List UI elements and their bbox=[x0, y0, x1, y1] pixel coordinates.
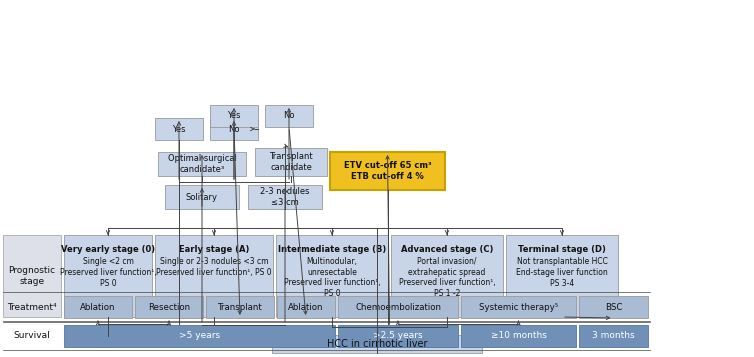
FancyBboxPatch shape bbox=[206, 296, 274, 318]
FancyBboxPatch shape bbox=[461, 325, 576, 347]
FancyBboxPatch shape bbox=[64, 235, 152, 317]
Text: Resection: Resection bbox=[148, 302, 190, 312]
Text: Ablation: Ablation bbox=[288, 302, 323, 312]
Text: Transplant
candidate: Transplant candidate bbox=[269, 152, 313, 172]
Text: Single <2 cm
Preserved liver function¹,
PS 0: Single <2 cm Preserved liver function¹, … bbox=[60, 257, 156, 287]
Text: Early stage (A): Early stage (A) bbox=[179, 245, 249, 254]
FancyBboxPatch shape bbox=[165, 185, 239, 209]
FancyBboxPatch shape bbox=[506, 235, 618, 317]
Text: Very early stage (0): Very early stage (0) bbox=[61, 245, 155, 254]
Text: Chemoembolization: Chemoembolization bbox=[355, 302, 441, 312]
Text: Ablation: Ablation bbox=[80, 302, 116, 312]
FancyBboxPatch shape bbox=[579, 296, 648, 318]
FancyBboxPatch shape bbox=[64, 296, 132, 318]
FancyBboxPatch shape bbox=[158, 152, 246, 176]
Text: No: No bbox=[228, 125, 240, 134]
Text: Portal invasion/
extrahepatic spread
Preserved liver function¹,
PS 1 -2: Portal invasion/ extrahepatic spread Pre… bbox=[399, 257, 495, 298]
FancyBboxPatch shape bbox=[155, 118, 203, 140]
FancyBboxPatch shape bbox=[276, 235, 388, 317]
FancyBboxPatch shape bbox=[272, 335, 482, 353]
Text: Prognostic
stage: Prognostic stage bbox=[8, 266, 56, 286]
FancyBboxPatch shape bbox=[338, 296, 458, 318]
FancyBboxPatch shape bbox=[461, 296, 576, 318]
Text: No: No bbox=[284, 111, 295, 121]
FancyBboxPatch shape bbox=[155, 235, 273, 317]
FancyBboxPatch shape bbox=[391, 235, 503, 317]
Text: >5 years: >5 years bbox=[179, 332, 220, 341]
Text: 3 months: 3 months bbox=[592, 332, 635, 341]
FancyBboxPatch shape bbox=[265, 105, 313, 127]
FancyBboxPatch shape bbox=[210, 105, 258, 127]
FancyBboxPatch shape bbox=[330, 152, 445, 190]
Text: Intermediate stage (B): Intermediate stage (B) bbox=[278, 245, 386, 254]
Text: Survival: Survival bbox=[14, 332, 51, 341]
Text: Not transplantable HCC
End-stage liver function
PS 3-4: Not transplantable HCC End-stage liver f… bbox=[516, 257, 608, 287]
FancyBboxPatch shape bbox=[338, 325, 458, 347]
Text: >2.5 years: >2.5 years bbox=[373, 332, 423, 341]
Text: 2-3 nodules
≤3 cm: 2-3 nodules ≤3 cm bbox=[260, 187, 310, 207]
FancyBboxPatch shape bbox=[135, 296, 203, 318]
Text: Treatment⁴: Treatment⁴ bbox=[8, 302, 57, 312]
FancyBboxPatch shape bbox=[255, 148, 327, 176]
Text: BSC: BSC bbox=[605, 302, 622, 312]
Text: Systemic therapy⁵: Systemic therapy⁵ bbox=[479, 302, 558, 312]
Text: ETV cut-off 65 cm³
ETB cut-off 4 %: ETV cut-off 65 cm³ ETB cut-off 4 % bbox=[344, 161, 431, 181]
Text: Transplant: Transplant bbox=[218, 302, 262, 312]
FancyBboxPatch shape bbox=[248, 185, 322, 209]
Text: Optimal surgical
candidate³: Optimal surgical candidate³ bbox=[167, 154, 237, 174]
Text: Advanced stage (C): Advanced stage (C) bbox=[401, 245, 493, 254]
FancyBboxPatch shape bbox=[64, 325, 335, 347]
FancyBboxPatch shape bbox=[210, 118, 258, 140]
Text: Multinodular,
unresectable
Preserved liver function¹,
PS 0: Multinodular, unresectable Preserved liv… bbox=[284, 257, 380, 298]
Text: Yes: Yes bbox=[172, 125, 185, 134]
Text: Single or 2-3 nodules <3 cm
Preserved liver function¹, PS 0: Single or 2-3 nodules <3 cm Preserved li… bbox=[156, 257, 271, 277]
FancyBboxPatch shape bbox=[277, 296, 335, 318]
Text: ≥10 months: ≥10 months bbox=[491, 332, 547, 341]
Text: Solitary: Solitary bbox=[186, 192, 218, 201]
Text: Terminal stage (D): Terminal stage (D) bbox=[518, 245, 606, 254]
FancyBboxPatch shape bbox=[3, 235, 61, 317]
Text: HCC in cirrhotic liver: HCC in cirrhotic liver bbox=[326, 339, 428, 349]
FancyBboxPatch shape bbox=[579, 325, 648, 347]
Text: Yes: Yes bbox=[227, 111, 241, 121]
